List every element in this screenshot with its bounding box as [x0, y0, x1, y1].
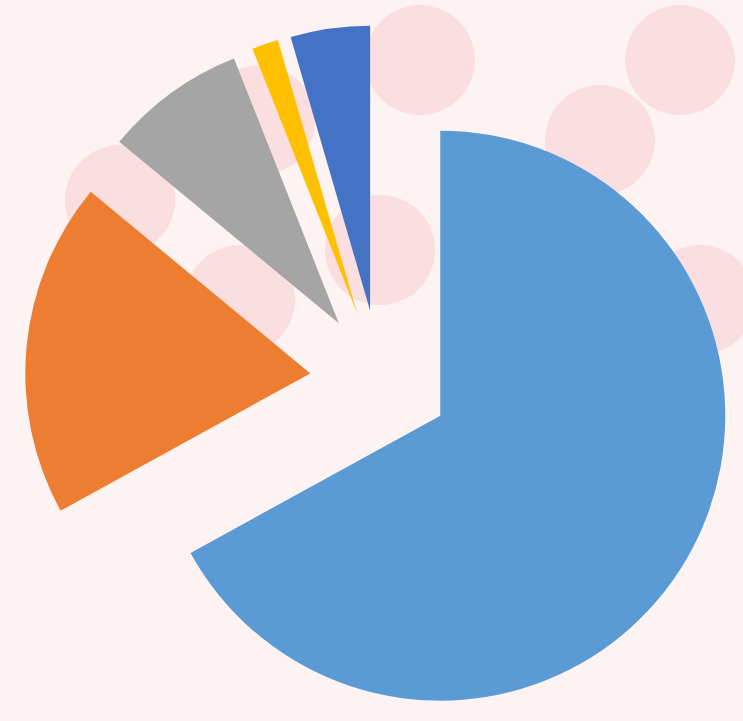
pie	[25, 26, 725, 701]
chart	[0, 0, 743, 721]
pie-slice	[291, 26, 371, 311]
background	[0, 0, 743, 721]
pie-slice	[119, 58, 339, 323]
background-fill	[0, 0, 743, 721]
background-blob	[625, 5, 735, 115]
background-blob	[365, 5, 475, 115]
